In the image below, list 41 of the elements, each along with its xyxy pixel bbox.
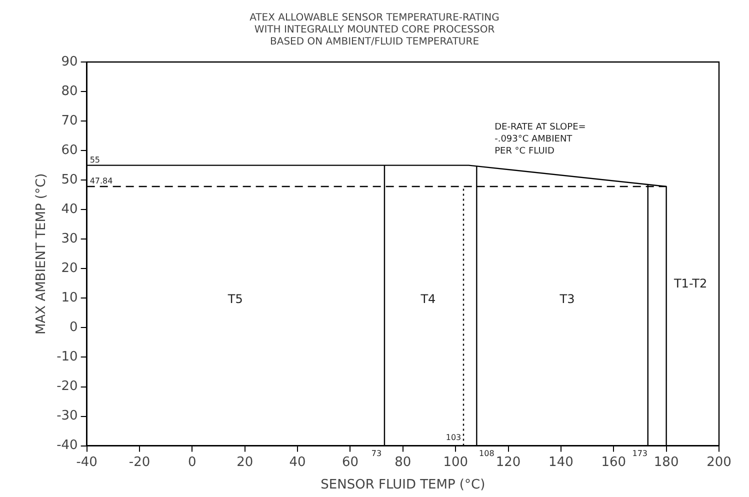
y-tick-label: -10 [56,350,78,365]
annotation: 173 [632,448,648,458]
y-tick-label: 20 [61,261,78,276]
y-tick-label: 50 [61,172,78,188]
x-tick-label: -40 [76,454,98,470]
y-tick-label: 40 [61,202,78,217]
x-tick-label: 160 [601,454,626,470]
annotation: T4 [420,292,436,306]
x-tick-label: 100 [443,454,468,470]
x-tick-label: 60 [342,454,359,470]
annotation: 73 [371,448,382,458]
x-tick-label: 180 [654,454,679,470]
y-tick-label: 90 [61,54,78,70]
y-tick-label: 80 [61,84,78,99]
y-tick-label: -20 [56,379,78,394]
y-tick-label: 30 [61,232,78,247]
chart-title: ATEX ALLOWABLE SENSOR TEMPERATURE-RATING WITH INTEGRALLY MOUNTED CORE PROCESSOR BASED ON AMBIENT/FLUID TEMPERATURE [250,12,500,48]
x-tick-label: 200 [706,454,732,470]
y-axis-title: MAX AMBIENT TEMP (°C) [34,173,50,334]
x-tick-label: 120 [496,454,521,470]
y-tick-label: -40 [56,438,78,454]
annotation: DE-RATE AT SLOPE= -.093°C AMBIENT PER °C FLUID [494,122,586,157]
y-tick-label: 60 [61,142,78,158]
annotation: 47.84 [90,176,113,186]
annotation: 55 [90,155,100,164]
annotation: 103 [446,432,462,442]
x-tick-label: 40 [289,454,306,470]
y-tick-label: 10 [61,290,78,306]
x-axis-title: SENSOR FLUID TEMP (°C) [320,478,486,493]
annotation: T1-T2 [672,276,708,291]
annotation: 108 [479,448,494,458]
y-tick-label: 0 [70,320,78,336]
annotation: T3 [558,292,575,306]
x-tick-label: 0 [188,454,196,470]
x-tick-label: -20 [128,454,150,470]
y-tick-label: -30 [56,408,78,424]
x-tick-label: 20 [236,454,254,470]
y-tick-label: 70 [61,113,78,128]
annotation: T5 [226,292,243,306]
x-tick-label: 80 [394,454,412,470]
x-tick-label: 140 [548,454,574,470]
